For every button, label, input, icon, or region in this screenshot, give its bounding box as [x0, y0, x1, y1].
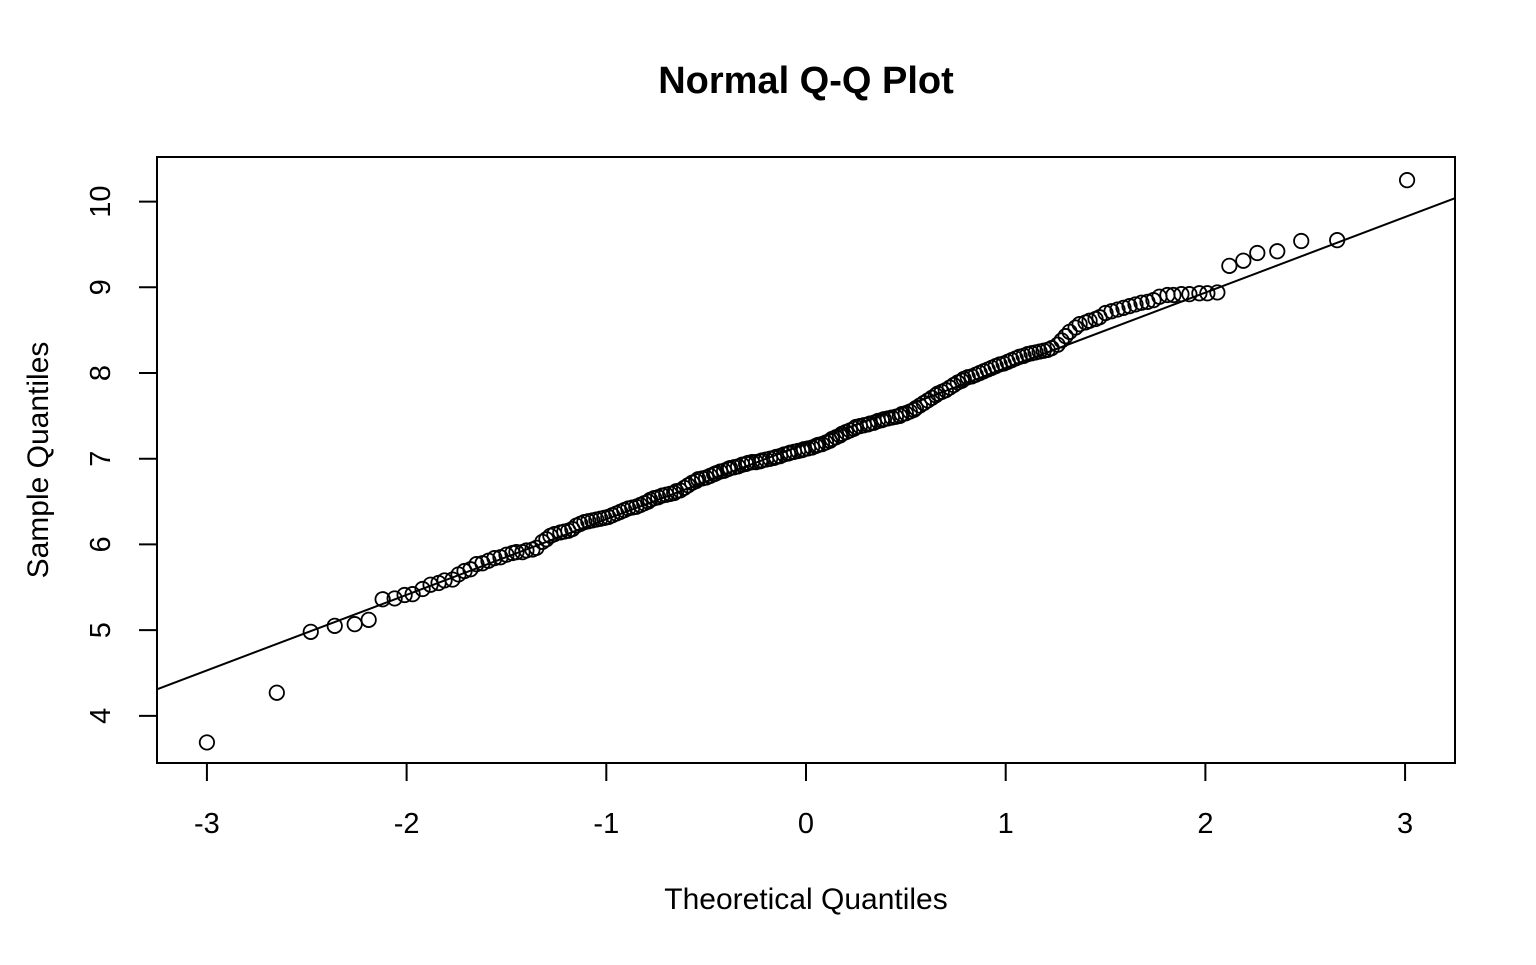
x-tick-label: -2	[394, 808, 420, 840]
y-axis: 4 5 6 7 8 9 10	[85, 185, 158, 724]
data-point	[676, 479, 693, 496]
data-point	[404, 586, 421, 603]
data-point	[302, 623, 319, 640]
y-tick-label: 8	[85, 365, 117, 381]
data-point	[508, 544, 525, 561]
data-point	[1249, 244, 1266, 262]
x-tick-label: 2	[1197, 808, 1213, 840]
data-point	[1127, 296, 1144, 313]
data-point	[1067, 319, 1084, 336]
data-point	[1115, 299, 1132, 316]
y-tick-label: 7	[85, 451, 117, 467]
data-point	[346, 616, 363, 633]
data-point	[1121, 298, 1138, 315]
data-point	[498, 546, 515, 563]
data-point	[414, 580, 431, 598]
y-tick-label: 5	[85, 622, 117, 638]
x-axis-title: Theoretical Quantiles	[664, 883, 947, 916]
data-point	[1209, 284, 1226, 301]
data-point	[1109, 301, 1126, 318]
data-point	[1293, 232, 1310, 250]
data-points	[198, 172, 1416, 751]
x-tick-label: -1	[593, 808, 619, 840]
data-point	[528, 539, 545, 556]
data-point	[1057, 328, 1074, 345]
y-tick-label: 4	[85, 708, 117, 724]
data-point	[672, 482, 689, 499]
data-point	[1191, 285, 1208, 302]
data-point	[907, 400, 924, 417]
data-point	[1181, 286, 1198, 303]
data-point	[326, 617, 343, 634]
x-tick-label: 0	[798, 808, 814, 840]
data-point	[396, 586, 413, 604]
data-point	[1329, 232, 1346, 249]
data-point	[915, 394, 932, 412]
data-point	[1081, 312, 1098, 329]
chart-title: Normal Q-Q Plot	[658, 60, 954, 102]
data-point	[1133, 294, 1150, 311]
data-point	[1071, 316, 1088, 333]
data-point	[1053, 332, 1070, 349]
data-point	[360, 611, 377, 628]
data-point	[518, 542, 535, 559]
data-point	[1103, 303, 1120, 320]
data-point	[436, 572, 453, 589]
x-axis: -3 -2 -1 0 1 2 3	[194, 762, 1413, 840]
data-point	[1235, 252, 1252, 269]
y-tick-label: 9	[85, 279, 117, 295]
x-tick-label: -3	[194, 808, 220, 840]
y-tick-label: 6	[85, 536, 117, 552]
data-point	[486, 550, 503, 567]
plot-frame	[156, 156, 1456, 764]
y-axis-title: Sample Quantiles	[22, 342, 55, 579]
data-point	[1049, 336, 1066, 353]
data-point	[268, 684, 285, 701]
data-point	[386, 590, 403, 607]
data-point	[456, 562, 473, 580]
data-point	[941, 379, 958, 396]
x-tick-label: 1	[998, 808, 1014, 840]
data-point	[468, 556, 485, 573]
data-point	[1173, 286, 1190, 303]
data-point	[1165, 286, 1182, 304]
x-tick-label: 3	[1397, 808, 1413, 840]
data-point	[1221, 257, 1238, 274]
data-point	[1398, 172, 1416, 189]
data-point	[564, 520, 581, 538]
data-point	[198, 734, 216, 751]
y-tick-label: 10	[85, 185, 117, 217]
data-point	[1199, 285, 1216, 302]
data-point	[1269, 243, 1286, 260]
data-point	[1097, 304, 1114, 322]
data-point	[911, 397, 928, 414]
data-point	[374, 591, 391, 608]
data-point	[538, 531, 555, 548]
data-point	[937, 382, 954, 399]
